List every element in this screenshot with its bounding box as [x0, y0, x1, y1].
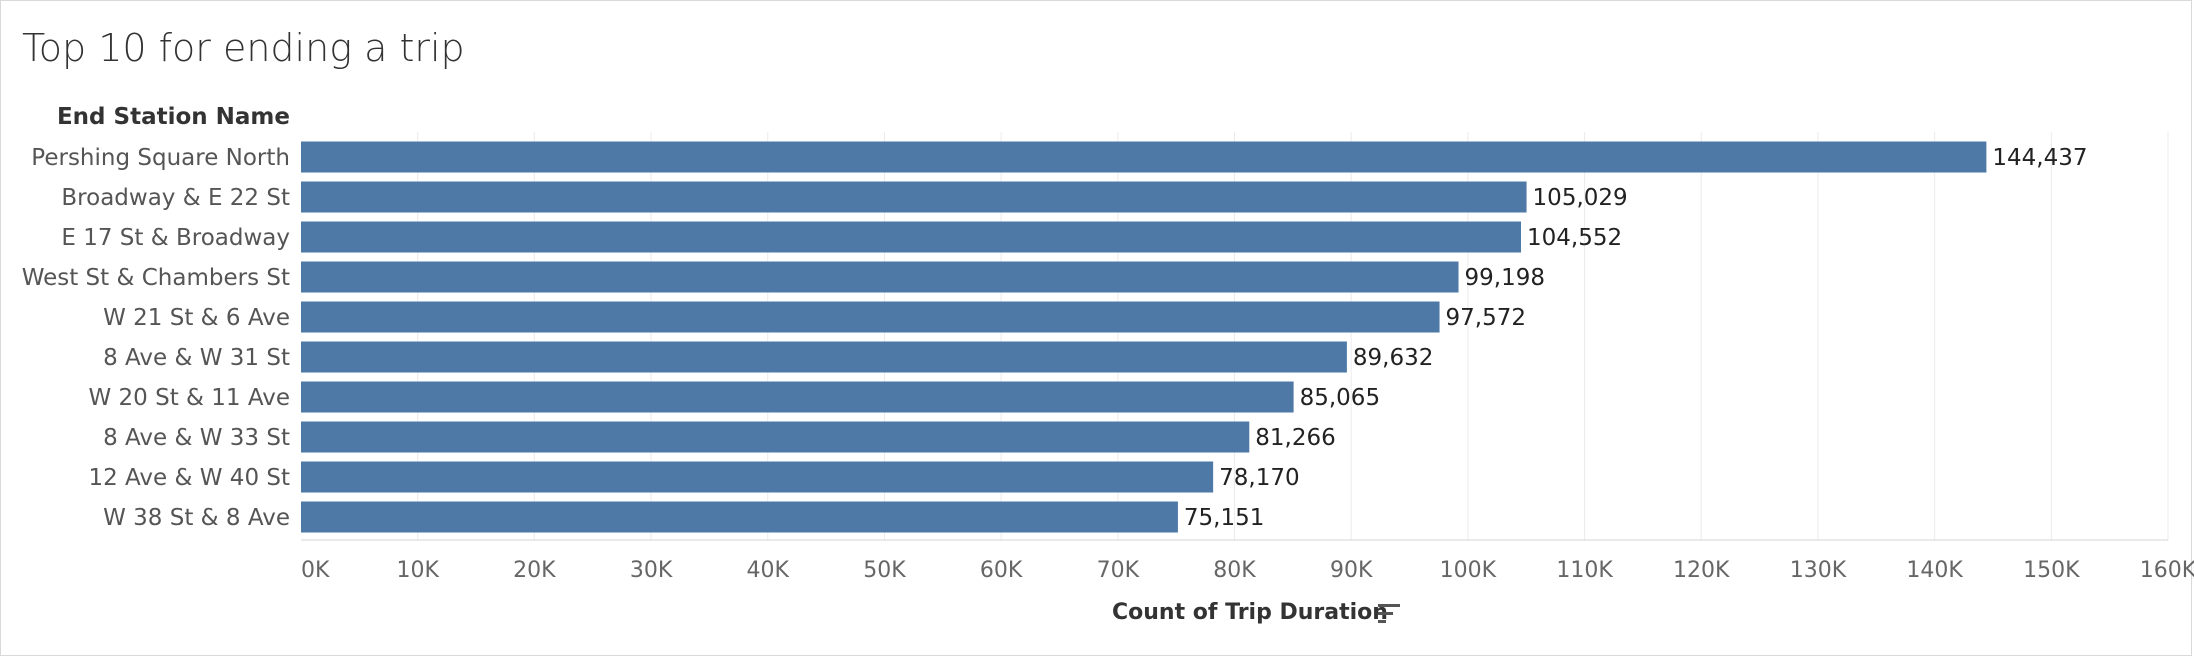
bar: [301, 181, 1527, 213]
bar: [301, 381, 1294, 413]
data-label: 75,151: [1184, 505, 1264, 531]
bar: [301, 341, 1347, 373]
category-label: 12 Ave & W 40 St: [88, 465, 290, 491]
data-label: 105,029: [1533, 185, 1628, 211]
x-axis-title: Count of Trip Duration: [1112, 600, 1388, 625]
data-label: 144,437: [1992, 145, 2087, 171]
data-label: 78,170: [1219, 465, 1299, 491]
data-label: 97,572: [1446, 305, 1526, 331]
sort-descending-icon[interactable]: [1378, 604, 1400, 624]
x-tick-label: 140K: [1906, 558, 1963, 583]
x-tick-label: 130K: [1790, 558, 1847, 583]
category-label: 8 Ave & W 33 St: [103, 425, 290, 451]
x-tick-label: 40K: [747, 558, 790, 583]
x-tick-label: 80K: [1213, 558, 1256, 583]
bar: [301, 421, 1250, 453]
bar: [301, 141, 1987, 173]
x-tick-label: 50K: [863, 558, 906, 583]
x-tick-label: 60K: [980, 558, 1023, 583]
x-tick-label: 160K: [2140, 558, 2194, 583]
x-tick-label: 0K: [301, 558, 330, 583]
category-label: W 21 St & 6 Ave: [103, 305, 290, 331]
x-tick-label: 150K: [2023, 558, 2080, 583]
bar: [301, 461, 1214, 493]
category-label: W 38 St & 8 Ave: [103, 505, 290, 531]
x-tick-label: 70K: [1097, 558, 1140, 583]
bar: [301, 261, 1459, 293]
data-label: 104,552: [1527, 225, 1622, 251]
category-label: Pershing Square North: [31, 145, 290, 171]
data-label: 99,198: [1465, 265, 1545, 291]
row-header: End Station Name: [56, 104, 290, 130]
chart-title: Top 10 for ending a trip: [22, 26, 465, 70]
category-label: Broadway & E 22 St: [61, 185, 290, 211]
category-label: 8 Ave & W 31 St: [103, 345, 290, 371]
x-tick-label: 10K: [396, 558, 439, 583]
x-tick-label: 110K: [1556, 558, 1613, 583]
x-tick-label: 90K: [1330, 558, 1373, 583]
bar: [301, 301, 1440, 333]
x-tick-label: 20K: [513, 558, 556, 583]
category-label: E 17 St & Broadway: [61, 225, 290, 251]
category-label: West St & Chambers St: [22, 265, 290, 291]
bar: [301, 501, 1178, 533]
x-tick-label: 120K: [1673, 558, 1730, 583]
data-label: 89,632: [1353, 345, 1433, 371]
data-label: 85,065: [1300, 385, 1380, 411]
data-label: 81,266: [1255, 425, 1335, 451]
category-label: W 20 St & 11 Ave: [88, 385, 290, 411]
x-tick-label: 100K: [1440, 558, 1497, 583]
x-tick-label: 30K: [630, 558, 673, 583]
bar: [301, 221, 1521, 253]
